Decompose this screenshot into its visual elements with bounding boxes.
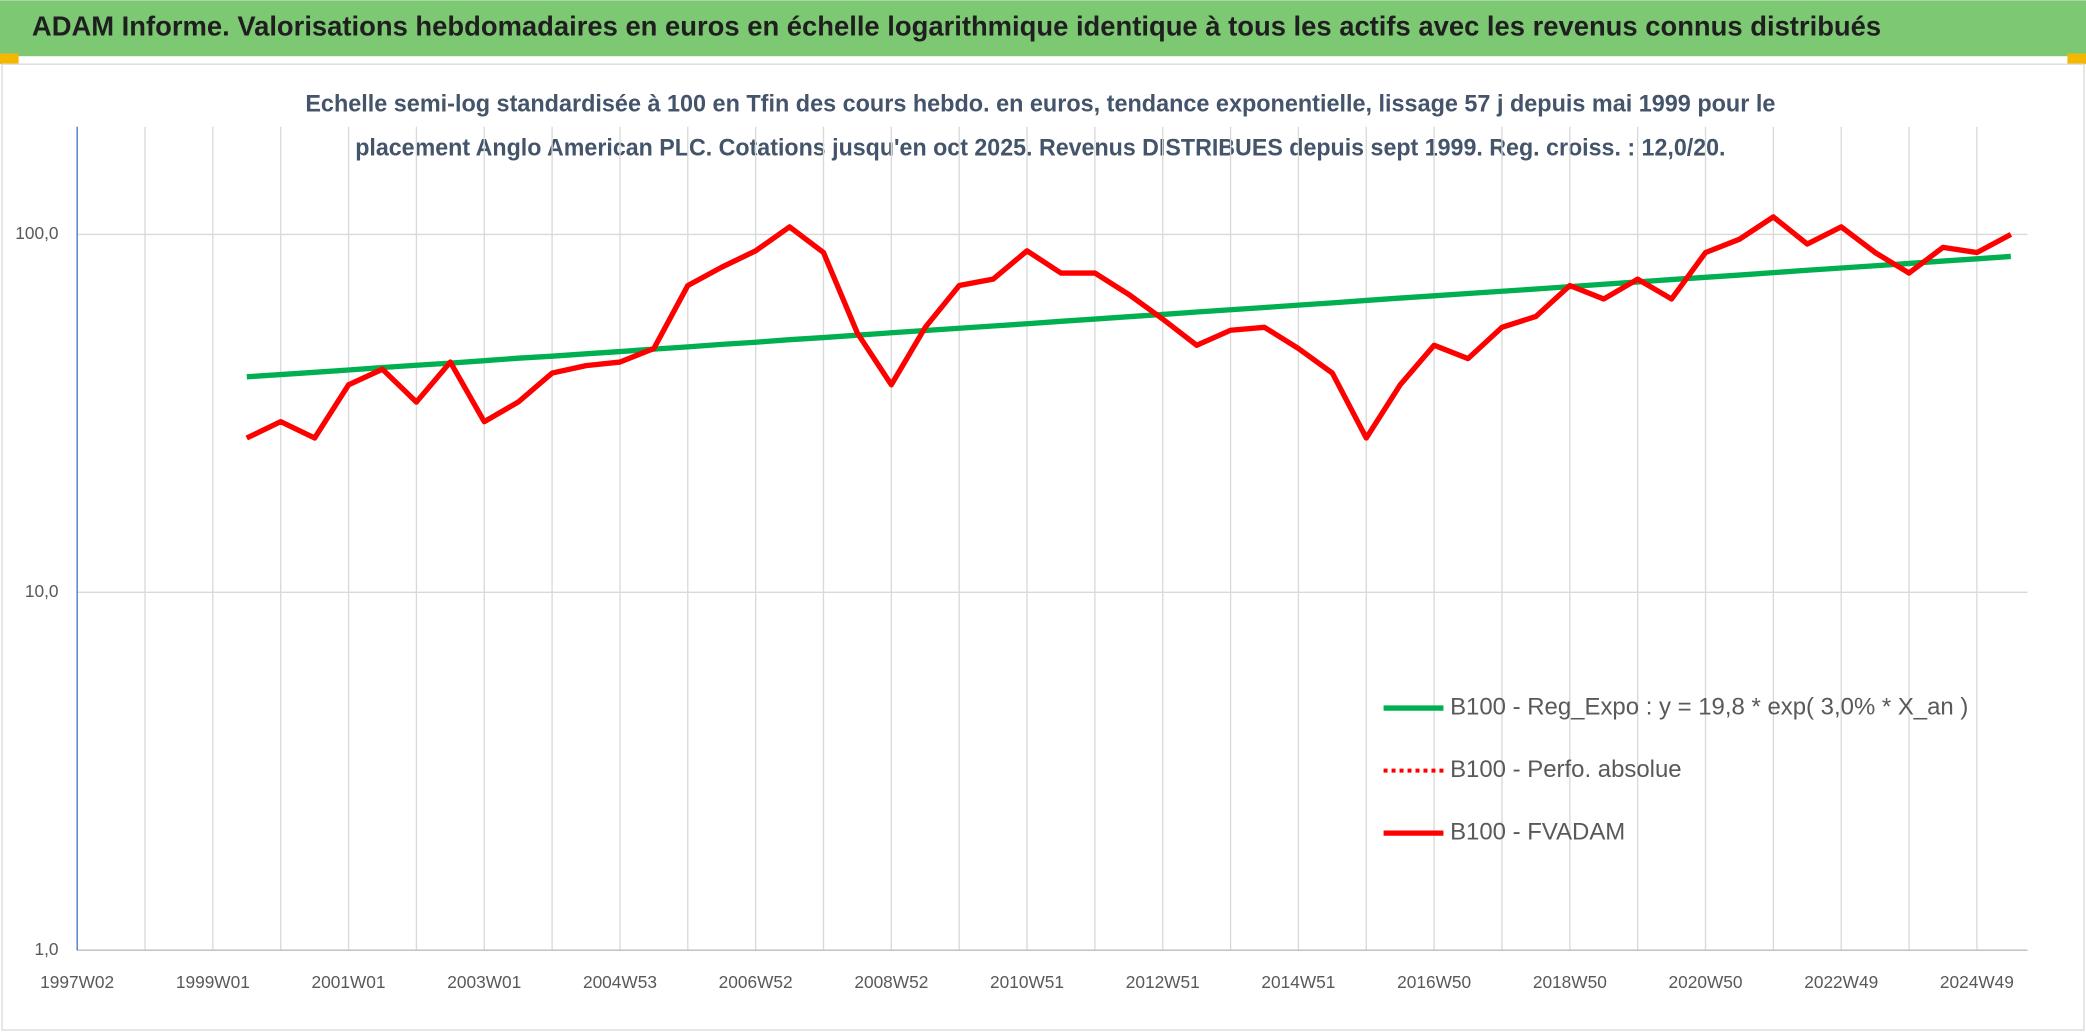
legend: B100 - Reg_Expo : y = 19,8 * exp( 3,0% *… [1383, 693, 1968, 845]
y-tick-label: 100,0 [15, 223, 58, 243]
x-tick-label: 2010W51 [990, 972, 1064, 992]
x-tick-label: 2020W50 [1669, 972, 1743, 992]
x-tick-label: 2022W49 [1804, 972, 1878, 992]
chart-subtitle: Echelle semi-log standardisée à 100 en T… [305, 91, 1775, 118]
legend-label: B100 - FVADAM [1450, 818, 1625, 845]
x-tick-label: 2012W51 [1126, 972, 1200, 992]
legend-label: B100 - Perfo. absolue [1450, 756, 1682, 783]
x-tick-label: 2008W52 [854, 972, 928, 992]
x-tick-label: 2016W50 [1397, 972, 1471, 992]
plot [245, 214, 2013, 441]
x-tick-label: 2014W51 [1261, 972, 1335, 992]
x-tick-label: 2006W52 [719, 972, 793, 992]
corner-mark [0, 53, 19, 65]
chart-title: ADAM Informe. Valorisations hebdomadaire… [32, 11, 1881, 42]
legend-label: B100 - Reg_Expo : y = 19,8 * exp( 3,0% *… [1450, 693, 1968, 720]
x-tick-label: 2024W49 [1940, 972, 2014, 992]
chart-frame [1, 63, 2085, 1031]
series-line [246, 253, 2012, 380]
x-tick-label: 1999W01 [176, 972, 250, 992]
x-tick-label: 2018W50 [1533, 972, 1607, 992]
corner-mark [2067, 53, 2086, 65]
header-bar [0, 0, 2086, 57]
x-tick-label: 2003W01 [447, 972, 521, 992]
y-tick-label: 1,0 [35, 939, 59, 959]
series-line [245, 214, 2013, 441]
x-tick-label: 2004W53 [583, 972, 657, 992]
x-tick-label: 2001W01 [312, 972, 386, 992]
grid: 1,0 10,0 100,0 1997W02 1999W01 2001W01 2003W01… [15, 126, 2028, 992]
x-tick-label: 1997W02 [40, 972, 114, 992]
chart-subtitle: placement Anglo American PLC. Cotations … [355, 135, 1725, 162]
y-tick-label: 10,0 [25, 581, 59, 601]
